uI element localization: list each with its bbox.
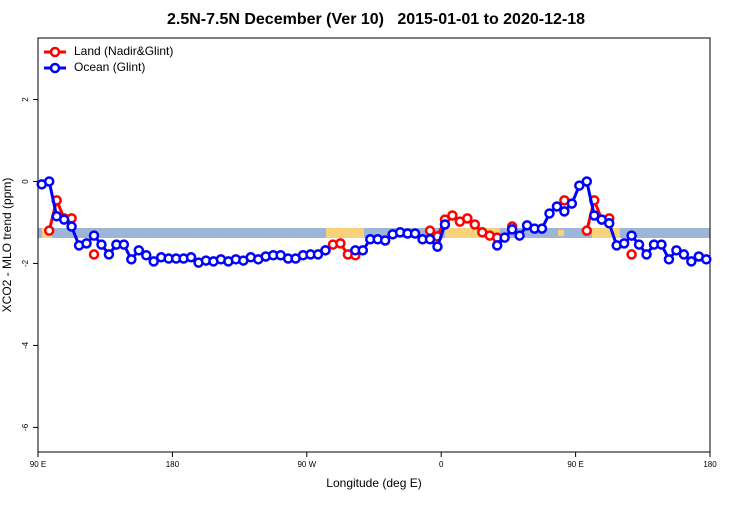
data-point bbox=[581, 176, 593, 187]
y-tick-label: -6 bbox=[21, 423, 30, 431]
x-tick-label: 90 E bbox=[567, 460, 583, 469]
data-point bbox=[357, 245, 369, 256]
data-point bbox=[126, 254, 137, 265]
data-point bbox=[103, 249, 115, 260]
data-point bbox=[559, 206, 570, 217]
data-point bbox=[678, 249, 690, 260]
data-point bbox=[58, 214, 70, 225]
data-point bbox=[118, 239, 130, 250]
legend-label: Land (Nadir&Glint) bbox=[74, 44, 173, 58]
data-point bbox=[96, 239, 107, 250]
data-point bbox=[603, 218, 615, 229]
data-point bbox=[544, 208, 555, 219]
plot-frame bbox=[37, 37, 711, 453]
data-point bbox=[447, 210, 458, 221]
data-point bbox=[409, 228, 421, 239]
chart-title: 2.5N-7.5N December (Ver 10) 2015-01-01 t… bbox=[167, 11, 585, 28]
data-point bbox=[439, 219, 451, 230]
x-tick-label: 90 W bbox=[297, 460, 316, 469]
data-point bbox=[633, 239, 645, 250]
data-point bbox=[618, 238, 630, 249]
data-point bbox=[185, 252, 197, 263]
data-point bbox=[506, 224, 518, 235]
y-tick-label: -4 bbox=[21, 341, 30, 349]
y-tick-label: 2 bbox=[21, 97, 30, 102]
data-point bbox=[66, 221, 77, 232]
data-point bbox=[432, 241, 443, 252]
data-point bbox=[43, 176, 55, 187]
x-tick-label: 90 E bbox=[30, 460, 46, 469]
data-point bbox=[656, 239, 667, 250]
data-point bbox=[335, 238, 346, 249]
data-point bbox=[514, 230, 525, 241]
data-point bbox=[566, 198, 578, 209]
data-point bbox=[88, 249, 100, 260]
data-point bbox=[424, 225, 436, 236]
data-point bbox=[626, 249, 637, 260]
x-tick-label: 180 bbox=[703, 460, 717, 469]
data-point bbox=[626, 230, 637, 241]
data-point bbox=[701, 254, 712, 265]
data-point bbox=[581, 225, 593, 236]
data-point bbox=[462, 213, 473, 224]
x-tick-label: 0 bbox=[439, 460, 444, 469]
data-point bbox=[663, 254, 675, 265]
data-point bbox=[536, 223, 548, 234]
data-point bbox=[148, 256, 159, 267]
legend-marker bbox=[49, 46, 61, 58]
data-point bbox=[491, 240, 503, 251]
data-point bbox=[141, 249, 152, 261]
data-point bbox=[551, 201, 563, 212]
data-point bbox=[686, 256, 697, 267]
data-point bbox=[88, 230, 100, 241]
y-tick-label: 0 bbox=[21, 179, 30, 184]
y-axis-label: XCO2 - MLO trend (ppm) bbox=[0, 178, 14, 313]
data-point bbox=[379, 235, 391, 246]
data-point bbox=[499, 232, 510, 243]
data-point bbox=[43, 225, 55, 236]
x-tick-label: 180 bbox=[166, 460, 180, 469]
x-axis-label: Longitude (deg E) bbox=[326, 476, 421, 490]
data-point bbox=[671, 245, 682, 256]
data-point bbox=[133, 245, 145, 256]
data-point bbox=[312, 249, 324, 260]
legend-marker bbox=[49, 62, 61, 74]
data-point bbox=[641, 249, 652, 260]
data-point bbox=[320, 245, 331, 256]
legend-label: Ocean (Glint) bbox=[74, 60, 145, 74]
data-point bbox=[424, 234, 436, 245]
data-point bbox=[589, 210, 600, 221]
data-point bbox=[469, 219, 481, 230]
data-point bbox=[81, 238, 92, 249]
y-tick-label: -2 bbox=[21, 259, 30, 267]
data-point bbox=[574, 180, 585, 191]
